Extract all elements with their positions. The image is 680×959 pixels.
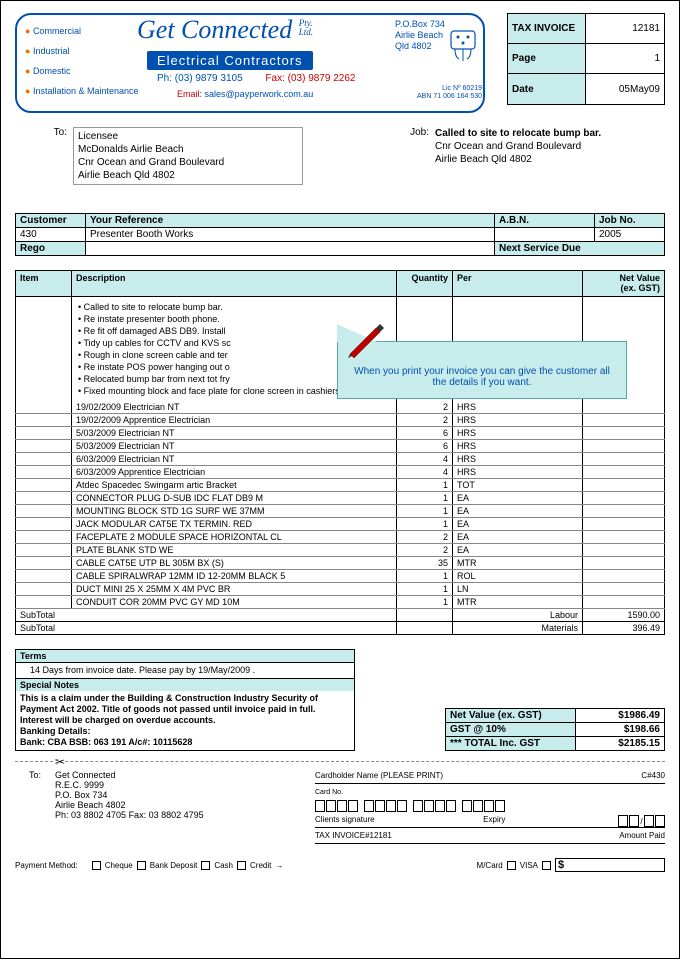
special-notes: This is a claim under the Building & Con… bbox=[15, 691, 355, 751]
card-number-boxes bbox=[315, 800, 665, 812]
brand-email: Email: sales@payperwork.com.au bbox=[177, 89, 313, 99]
invoice-meta: TAX INVOICE12181 Page1 Date05May09 bbox=[507, 13, 665, 105]
signature-label: Clients signature bbox=[315, 813, 375, 827]
brand-pty: Pty. Ltd. bbox=[299, 19, 313, 37]
totals-box: Net Value (ex. GST)$1986.49GST @ 10%$198… bbox=[365, 708, 665, 751]
meta-page-label: Page bbox=[508, 44, 586, 73]
subtotal-row: SubTotalMaterials396.49 bbox=[16, 622, 665, 635]
to-address: Licensee McDonalds Airlie Beach Cnr Ocea… bbox=[73, 127, 303, 185]
amount-paid-label: Amount Paid bbox=[619, 829, 665, 843]
cust-hdr-customer: Customer bbox=[16, 214, 86, 228]
brand-phones: Ph: (03) 9879 3105 Fax: (03) 9879 2262 bbox=[157, 73, 356, 84]
total-row: *** TOTAL Inc. GST$2185.15 bbox=[446, 737, 665, 751]
remittance: To: Get Connected R.E.C. 9999 P.O. Box 7… bbox=[15, 770, 665, 844]
customer-ref: C#430 bbox=[641, 769, 665, 783]
line-item: CABLE SPIRALWRAP 12MM ID 12-20MM BLACK 5… bbox=[16, 570, 665, 583]
cust-hdr-ref: Your Reference bbox=[86, 214, 495, 228]
line-item: CABLE CAT5E UTP BL 305M BX (S)35MTR bbox=[16, 557, 665, 570]
brand-licence: Lic Nº 60219 ABN 71 006 164 530 bbox=[417, 85, 482, 101]
amount-paid-box[interactable]: $ bbox=[555, 858, 665, 872]
remit-address: Get Connected R.E.C. 9999 P.O. Box 734 A… bbox=[55, 770, 315, 820]
cardholder-label: Cardholder Name (PLEASE PRINT) bbox=[315, 769, 443, 783]
cust-val-customer: 430 bbox=[16, 228, 86, 242]
line-item: PLATE BLANK STD WE2EA bbox=[16, 544, 665, 557]
to-label: To: bbox=[15, 127, 73, 185]
cust-val-jobno: 2005 bbox=[595, 228, 665, 242]
cheque-checkbox[interactable] bbox=[92, 861, 101, 870]
services-list: CommercialIndustrialDomesticInstallation… bbox=[25, 21, 139, 101]
visa-checkbox[interactable] bbox=[542, 861, 551, 870]
line-item: DUCT MINI 25 X 25MM X 4M PVC BR1LN bbox=[16, 583, 665, 596]
col-net: Net Value (ex. GST) bbox=[583, 271, 665, 297]
scissor-icon: ✂ bbox=[55, 755, 65, 769]
subtotal-row: SubTotalLabour1590.00 bbox=[16, 609, 665, 622]
cash-checkbox[interactable] bbox=[201, 861, 210, 870]
meta-invoice-label: TAX INVOICE bbox=[508, 14, 586, 43]
plug-icon bbox=[445, 27, 481, 63]
line-item: JACK MODULAR CAT5E TX TERMIN. RED1EA bbox=[16, 518, 665, 531]
total-row: GST @ 10%$198.66 bbox=[446, 723, 665, 737]
mcard-checkbox[interactable] bbox=[507, 861, 516, 870]
bank-checkbox[interactable] bbox=[137, 861, 146, 870]
col-qty: Quantity bbox=[397, 271, 453, 297]
brand-address: P.O.Box 734 Airlie Beach Qld 4802 bbox=[395, 19, 445, 52]
letterhead-box: CommercialIndustrialDomesticInstallation… bbox=[15, 13, 485, 113]
meta-page-value: 1 bbox=[586, 53, 664, 64]
cardno-label: Card No. bbox=[315, 786, 665, 800]
line-item: MOUNTING BLOCK STD 1G SURF WE 37MM1EA bbox=[16, 505, 665, 518]
credit-checkbox[interactable] bbox=[237, 861, 246, 870]
payment-method-row: Payment Method: Cheque Bank Deposit Cash… bbox=[15, 858, 665, 872]
col-item: Item bbox=[16, 271, 72, 297]
terms-box: Terms 14 Days from invoice date. Please … bbox=[15, 649, 355, 751]
remit-invoice-no: TAX INVOICE#12181 bbox=[315, 829, 392, 843]
line-item: 19/02/2009 Electrician NT2HRS bbox=[16, 401, 665, 414]
line-item: 19/02/2009 Apprentice Electrician2HRS bbox=[16, 414, 665, 427]
total-row: Net Value (ex. GST)$1986.49 bbox=[446, 709, 665, 723]
cust-val-abn bbox=[495, 228, 595, 242]
cust-hdr-jobno: Job No. bbox=[595, 214, 665, 228]
expiry-label: Expiry bbox=[483, 813, 505, 827]
to-job-row: To: Licensee McDonalds Airlie Beach Cnr … bbox=[15, 127, 665, 185]
cust-hdr-abn: A.B.N. bbox=[495, 214, 595, 228]
line-item: CONDUIT COR 20MM PVC GY MD 10M1MTR bbox=[16, 596, 665, 609]
line-item: 6/03/2009 Electrician NT4HRS bbox=[16, 453, 665, 466]
pen-icon bbox=[346, 318, 386, 358]
line-item: 5/03/2009 Electrician NT6HRS bbox=[16, 427, 665, 440]
line-item: CONNECTOR PLUG D-SUB IDC FLAT DB9 M1EA bbox=[16, 492, 665, 505]
col-desc: Description bbox=[72, 271, 397, 297]
job-text: Called to site to relocate bump bar. Cnr… bbox=[435, 127, 665, 185]
meta-date-value: 05May09 bbox=[586, 84, 664, 95]
brand-title: Get Connected Pty. Ltd. bbox=[137, 15, 313, 45]
next-service-hdr: Next Service Due bbox=[495, 242, 665, 256]
tip-callout: When you print your invoice you can give… bbox=[337, 341, 627, 399]
line-item: 6/03/2009 Apprentice Electrician4HRS bbox=[16, 466, 665, 479]
line-item: FACEPLATE 2 MODULE SPACE HORIZONTAL CL2E… bbox=[16, 531, 665, 544]
customer-table: Customer Your Reference A.B.N. Job No. 4… bbox=[15, 213, 665, 256]
job-label: Job: bbox=[395, 127, 435, 185]
brand-subtitle: Electrical Contractors bbox=[147, 51, 313, 70]
meta-date-label: Date bbox=[508, 74, 586, 104]
line-item: 5/03/2009 Electrician NT6HRS bbox=[16, 440, 665, 453]
line-item: Atdec Spacedec Swingarm artic Bracket1TO… bbox=[16, 479, 665, 492]
remit-to-label: To: bbox=[29, 770, 41, 780]
cust-val-ref: Presenter Booth Works bbox=[86, 228, 495, 242]
rego-hdr: Rego bbox=[16, 242, 86, 256]
col-per: Per bbox=[453, 271, 583, 297]
meta-invoice-value: 12181 bbox=[586, 23, 664, 34]
payment-method-label: Payment Method: bbox=[15, 861, 78, 870]
